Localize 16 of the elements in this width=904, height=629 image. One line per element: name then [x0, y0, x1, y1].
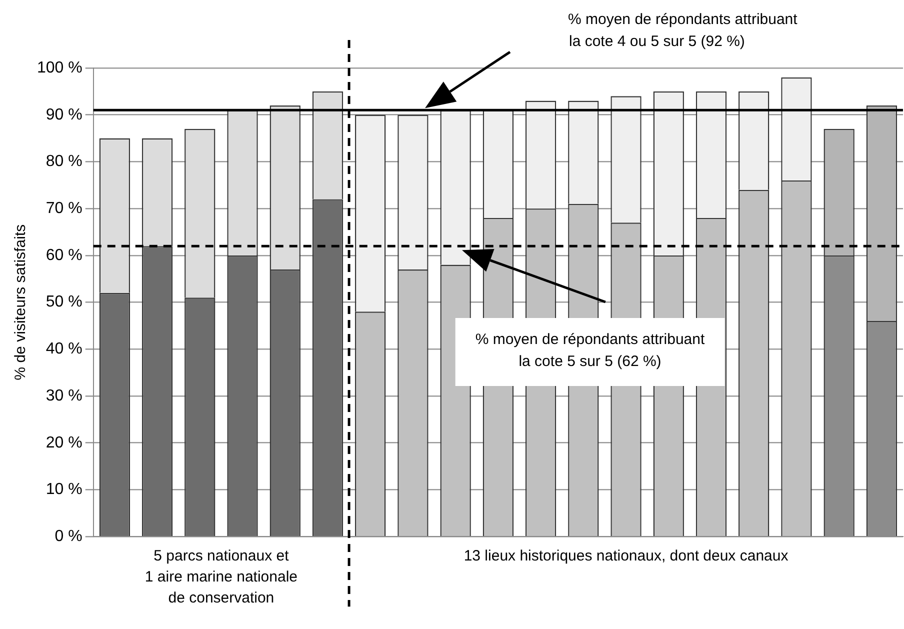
y-tick-label: 30 % — [46, 387, 82, 404]
y-axis-title: % de visiteurs satisfaits — [12, 224, 30, 380]
text: % moyen de répondants attribuant la cote 4 ou 5 sur 5 (92 %) — [568, 11, 798, 50]
y-tick-label: 20 % — [46, 434, 82, 452]
text: 5 parcs nationaux et 1 aire marine nationale de conservation — [144, 548, 298, 607]
y-tick-label: 10 % — [46, 481, 82, 498]
y-tick-label: 50 % — [46, 294, 82, 311]
y-tick-label: 90 % — [46, 106, 82, 124]
y-tick-label: 0 % — [54, 528, 82, 546]
annotation: % moyen de répondants attribuant la cote 5 sur 5 (62 %) — [475, 331, 706, 370]
y-tick-label: 100 % — [36, 59, 82, 76]
y-tick-label: 70 % — [46, 200, 82, 217]
y-tick-label: 40 % — [46, 340, 82, 358]
y-tick-label: 60 % — [46, 246, 82, 264]
text: 13 lieux historiques nationaux, dont deux canaux — [464, 548, 789, 565]
y-tick-label: 80 % — [46, 153, 82, 170]
